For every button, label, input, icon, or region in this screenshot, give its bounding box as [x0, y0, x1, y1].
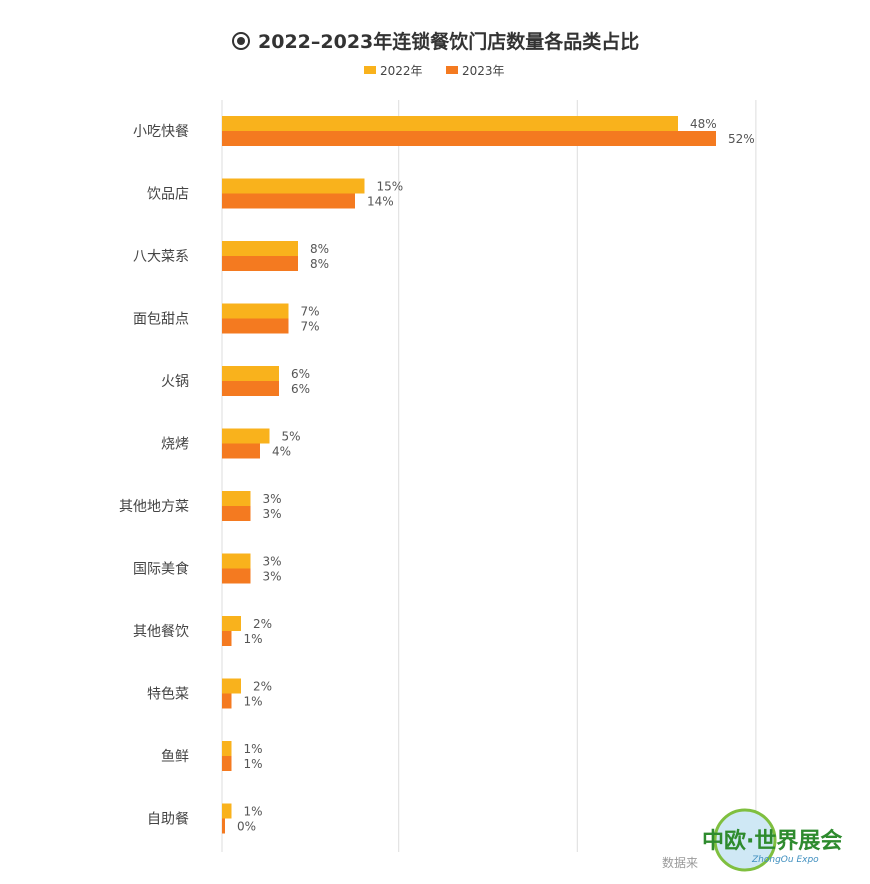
- data-label: 1%: [244, 757, 263, 771]
- bar-2022: [222, 741, 232, 756]
- bar-2023: [222, 693, 232, 709]
- data-label: 3%: [263, 492, 282, 506]
- data-label: 8%: [310, 242, 329, 256]
- category-label: 小吃快餐: [133, 124, 189, 140]
- bar-2023: [222, 506, 251, 521]
- data-label: 8%: [310, 257, 329, 271]
- data-label: 1%: [244, 742, 263, 756]
- data-label: 52%: [728, 132, 755, 146]
- bar-2023: [222, 756, 232, 771]
- category-label: 烧烤: [161, 437, 189, 453]
- source-note: 数据来: [662, 855, 698, 870]
- data-label: 7%: [301, 320, 320, 334]
- data-label: 7%: [301, 305, 320, 319]
- bar-2022: [222, 366, 279, 381]
- bar-2022: [222, 616, 241, 631]
- bar-2023: [222, 193, 355, 209]
- data-label: 4%: [272, 445, 291, 459]
- bar-2022: [222, 178, 365, 194]
- bar-2022: [222, 241, 298, 256]
- bar-2023: [222, 131, 716, 146]
- bar-2022: [222, 116, 678, 131]
- bar-2022: [222, 678, 241, 694]
- title-target-icon: [232, 32, 250, 50]
- gridlines: [221, 100, 757, 852]
- bar-2022: [222, 428, 270, 444]
- labels: 小吃快餐 48% 52% 饮品店 15%14% 八大菜系 8%8% 面包甜点 7%7% 火锅 6%6…: [119, 117, 755, 834]
- legend: 2022年 2023年: [364, 64, 505, 78]
- bar-2023: [222, 568, 251, 584]
- category-label: 饮品店: [147, 187, 189, 203]
- legend-label-2022: 2022年: [380, 64, 423, 78]
- data-label: 2%: [253, 680, 272, 694]
- data-label: 3%: [263, 555, 282, 569]
- watermark-text: 中欧·世界展会: [702, 828, 842, 854]
- bar-2023: [222, 256, 298, 271]
- data-label: 1%: [244, 632, 263, 646]
- legend-swatch-2022: [364, 66, 376, 74]
- category-label: 火锅: [161, 374, 189, 390]
- data-label: 0%: [237, 820, 256, 834]
- bar-2022: [222, 303, 289, 319]
- legend-swatch-2023: [446, 66, 458, 74]
- category-label: 八大菜系: [133, 249, 189, 265]
- legend-label-2023: 2023年: [462, 64, 505, 78]
- data-label: 1%: [244, 695, 263, 709]
- bar-2022: [222, 803, 232, 819]
- category-label: 自助餐: [147, 812, 189, 828]
- data-label: 6%: [291, 367, 310, 381]
- chart-title: 2022–2023年连锁餐饮门店数量各品类占比: [232, 30, 639, 53]
- bar-2023: [222, 381, 279, 396]
- category-label: 特色菜: [147, 686, 189, 703]
- data-label: 14%: [367, 195, 394, 209]
- watermark-subtext: ZhongOu Expo: [751, 855, 819, 865]
- bar-2022: [222, 553, 251, 569]
- data-label: 1%: [244, 805, 263, 819]
- data-label: 3%: [263, 507, 282, 521]
- bar-2022: [222, 491, 251, 506]
- bar-2023: [222, 631, 232, 646]
- bar-2023: [222, 443, 260, 459]
- watermark-logo: 中欧·世界展会 ZhongOu Expo: [702, 808, 842, 872]
- bar-2023: [222, 818, 225, 834]
- data-label: 48%: [690, 117, 717, 131]
- data-label: 2%: [253, 617, 272, 631]
- chart-title-text: 2022–2023年连锁餐饮门店数量各品类占比: [258, 30, 639, 53]
- category-label: 国际美食: [133, 561, 189, 578]
- category-label: 其他地方菜: [119, 499, 189, 515]
- data-label: 3%: [263, 570, 282, 584]
- category-label: 面包甜点: [133, 312, 189, 328]
- bar-2023: [222, 318, 289, 334]
- category-label: 鱼鲜: [161, 748, 189, 765]
- globe-icon: [713, 808, 777, 872]
- data-label: 6%: [291, 382, 310, 396]
- data-label: 5%: [282, 430, 301, 444]
- category-label: 其他餐饮: [133, 624, 189, 640]
- title-target-icon-dot: [237, 37, 245, 45]
- data-label: 15%: [377, 180, 404, 194]
- bars: [222, 116, 716, 834]
